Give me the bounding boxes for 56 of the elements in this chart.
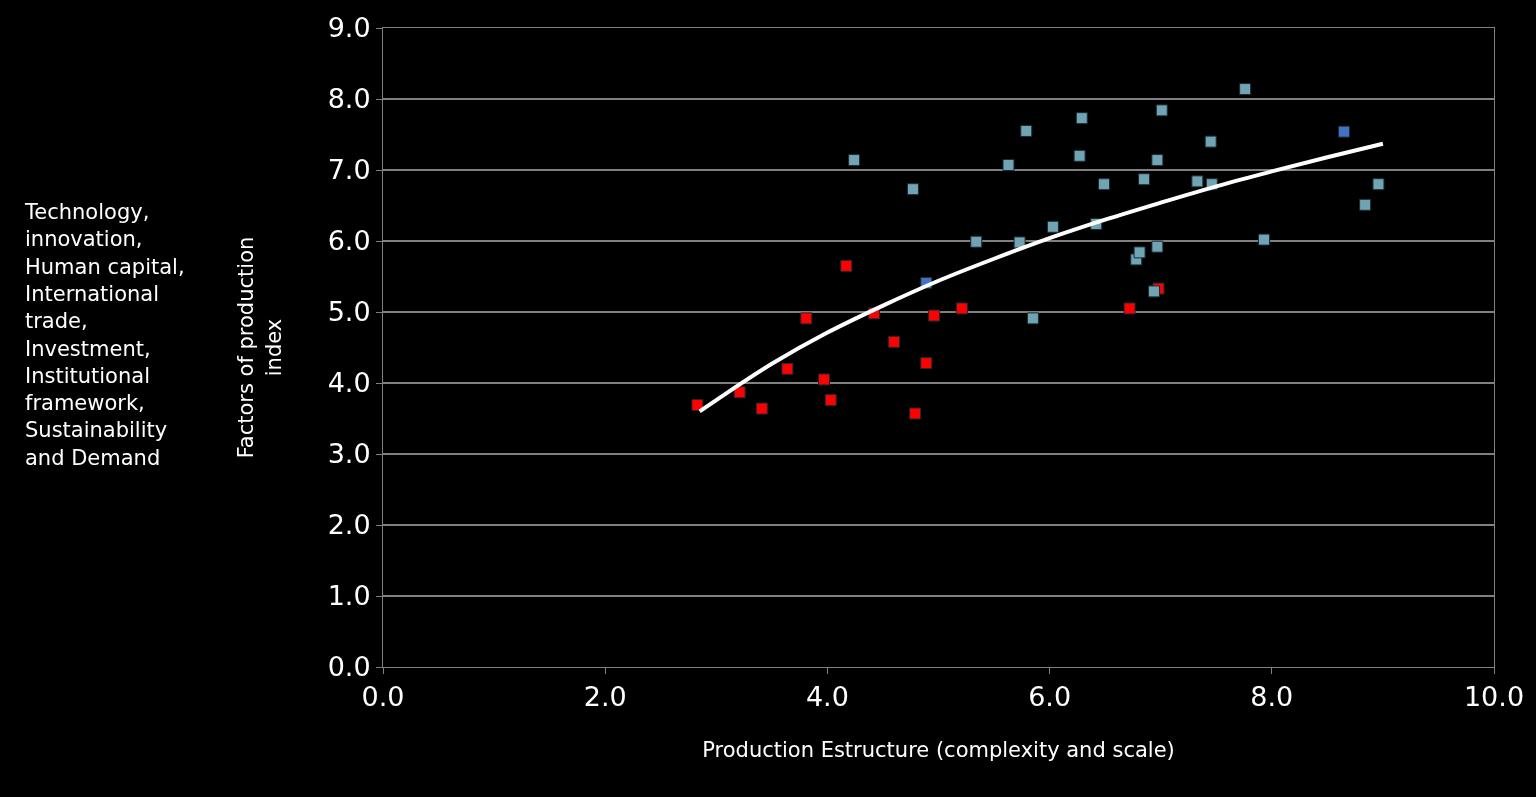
x-tick-label: 6.0	[1028, 681, 1072, 713]
point	[1151, 154, 1164, 167]
point	[906, 183, 919, 196]
point	[1046, 220, 1059, 233]
point	[733, 386, 746, 399]
point	[1075, 112, 1088, 125]
y-tick-label: 7.0	[327, 154, 371, 186]
y-tick-label: 8.0	[327, 83, 371, 115]
point	[1359, 198, 1372, 211]
y-tick-label: 4.0	[327, 367, 371, 399]
point	[1020, 124, 1033, 137]
point	[1138, 173, 1151, 186]
y-tick-label: 0.0	[327, 651, 371, 683]
point	[909, 407, 922, 420]
point	[1258, 233, 1271, 246]
point	[840, 259, 853, 272]
y-tick-label: 1.0	[327, 580, 371, 612]
y-axis-title: Factors of production index	[234, 236, 286, 459]
point	[824, 394, 837, 407]
point	[1148, 285, 1161, 298]
point	[1191, 175, 1204, 188]
point	[1026, 312, 1039, 325]
point	[800, 312, 813, 325]
x-axis-title: Production Estructure (complexity and scale)	[702, 737, 1175, 762]
point	[955, 302, 968, 315]
y-tick-label: 3.0	[327, 438, 371, 470]
y-tick-label: 2.0	[327, 509, 371, 541]
point	[1133, 246, 1146, 259]
point	[1073, 149, 1086, 162]
x-tick-label: 0.0	[361, 681, 405, 713]
x-tick-label: 2.0	[583, 681, 627, 713]
point	[1002, 159, 1015, 172]
point	[920, 357, 933, 370]
point	[888, 335, 901, 348]
y-tick-label: 6.0	[327, 225, 371, 257]
point	[848, 154, 861, 167]
text: Technology, innovation, Human capital, International trade, Investment, Institutional framework, Sustainability and Demand	[25, 200, 185, 470]
point	[1155, 104, 1168, 117]
point	[970, 235, 983, 248]
x-tick-label: 10.0	[1463, 681, 1525, 713]
point	[1372, 178, 1385, 191]
point	[691, 399, 704, 412]
point	[1239, 83, 1252, 96]
x-tick-label: 8.0	[1250, 681, 1294, 713]
point	[1204, 135, 1217, 148]
point	[818, 373, 831, 386]
y-tick-label: 5.0	[327, 296, 371, 328]
point	[1151, 240, 1164, 253]
point	[1338, 125, 1351, 138]
point	[755, 402, 768, 415]
x-tick-label: 4.0	[805, 681, 849, 713]
point	[928, 309, 941, 322]
point	[1098, 178, 1111, 191]
point	[1123, 302, 1136, 315]
y-tick-label: 9.0	[327, 12, 371, 44]
point	[781, 362, 794, 375]
